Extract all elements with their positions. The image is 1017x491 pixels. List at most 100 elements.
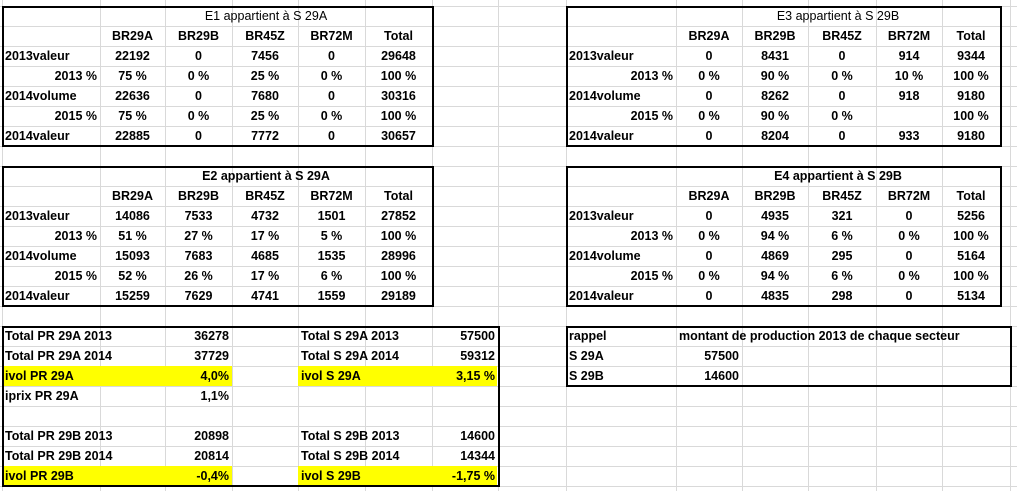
row-label: 2013valeur (5, 209, 70, 223)
table-value: 0 % (320, 109, 343, 123)
row-label: 2013 % (54, 69, 97, 83)
grid-row-line (0, 406, 1017, 407)
table-value: 7683 (184, 249, 213, 263)
row-label: 2013valeur (5, 49, 70, 63)
table-value: 100 % (380, 69, 417, 83)
table-value: 8204 (761, 129, 789, 143)
row-label: 2013 % (54, 229, 97, 243)
column-header: Total (384, 29, 413, 43)
table-value: 100 % (953, 109, 989, 123)
table-value: 30316 (381, 89, 416, 103)
grid-column-line (942, 0, 943, 491)
highlight (3, 366, 232, 386)
row-label: 2014valeur (569, 289, 634, 303)
summary-value: 4,0% (200, 369, 230, 383)
table-value: 6 % (831, 229, 853, 243)
grid-row-line (0, 466, 1017, 467)
summary-value: 57500 (460, 329, 495, 343)
rappel-border (566, 326, 1012, 387)
table-value: 27852 (381, 209, 416, 223)
summary-label: ivol PR 29B (5, 469, 74, 483)
table-value: 4685 (251, 249, 279, 263)
summary-label: ivol PR 29A (5, 369, 74, 383)
table-value: 0 (328, 129, 335, 143)
table-border (2, 6, 434, 147)
grid-column-line (1010, 0, 1011, 491)
summary-value: 3,15 % (456, 369, 495, 383)
grid-row-line (0, 186, 1017, 187)
highlight (298, 466, 497, 486)
table-title: E2 appartient à S 29A (202, 169, 330, 183)
table-value: 0 % (187, 69, 210, 83)
table-value: 0 (838, 129, 846, 143)
row-label: 2014volume (5, 249, 77, 263)
grid-column-line (876, 0, 877, 491)
table-value: 0 % (831, 69, 853, 83)
table-value: 100 % (380, 109, 417, 123)
table-value: 0 (705, 289, 713, 303)
table-value: 94 % (760, 229, 790, 243)
table-value: 5 % (320, 229, 343, 243)
table-value: 10 % (894, 69, 924, 83)
grid-row-line (0, 206, 1017, 207)
grid-row-line (0, 266, 1017, 267)
table-value: 0 (195, 49, 202, 63)
row-label: 2013valeur (569, 49, 634, 63)
table-value: 7456 (251, 49, 279, 63)
rappel-label: rappel (569, 329, 607, 343)
highlight (298, 366, 497, 386)
table-value: 17 % (250, 269, 280, 283)
summary-label: ivol S 29B (301, 469, 361, 483)
table-value: 0 (905, 209, 913, 223)
table-value: 75 % (118, 69, 147, 83)
table-value: 0 (705, 249, 713, 263)
grid-row-line (0, 6, 1017, 7)
grid-row-line (0, 166, 1017, 167)
column-header: BR45Z (822, 29, 862, 43)
table-title: E1 appartient à S 29A (204, 9, 328, 23)
grid-column-line (365, 0, 366, 491)
column-header: Total (956, 189, 986, 203)
grid-column-line (298, 0, 299, 491)
summary-value: 14344 (460, 449, 495, 463)
table-value: 100 % (380, 229, 417, 243)
table-value: 298 (831, 289, 853, 303)
table-value: 0 % (831, 109, 853, 123)
row-label: 2013 % (630, 229, 673, 243)
column-header: Total (384, 189, 413, 203)
table-value: 7533 (184, 209, 213, 223)
table-value: 0 (705, 89, 713, 103)
grid-row-line (0, 306, 1017, 307)
grid-row-line (0, 226, 1017, 227)
table-border (566, 6, 1002, 147)
column-header: BR45Z (245, 29, 285, 43)
table-value: 25 % (250, 69, 280, 83)
table-value: 9180 (957, 89, 985, 103)
row-label: 2015 % (630, 109, 673, 123)
table-value: 90 % (760, 69, 790, 83)
table-value: 9180 (957, 129, 985, 143)
table-value: 0 % (698, 269, 720, 283)
column-header: BR45Z (822, 189, 862, 203)
grid-column-line (498, 0, 499, 491)
table-value: 94 % (760, 269, 790, 283)
column-header: BR29B (178, 189, 219, 203)
grid-row-line (0, 66, 1017, 67)
summary-value: 1,1% (200, 389, 230, 403)
column-header: BR29A (688, 189, 730, 203)
table-value: 1501 (317, 209, 346, 223)
table-value: 27 % (184, 229, 213, 243)
row-label: 2014valeur (569, 129, 634, 143)
table-value: 4732 (251, 209, 279, 223)
column-header: BR72M (887, 189, 931, 203)
summary-label: Total S 29A 2014 (301, 349, 399, 363)
table-value: 100 % (953, 229, 989, 243)
grid-row-line (0, 486, 1017, 487)
grid-row-line (0, 426, 1017, 427)
table-value: 30657 (381, 129, 416, 143)
column-header: BR72M (887, 29, 931, 43)
summary-value: 36278 (194, 329, 229, 343)
table-value: 100 % (953, 269, 989, 283)
table-value: 4835 (761, 289, 789, 303)
table-value: 5164 (957, 249, 985, 263)
